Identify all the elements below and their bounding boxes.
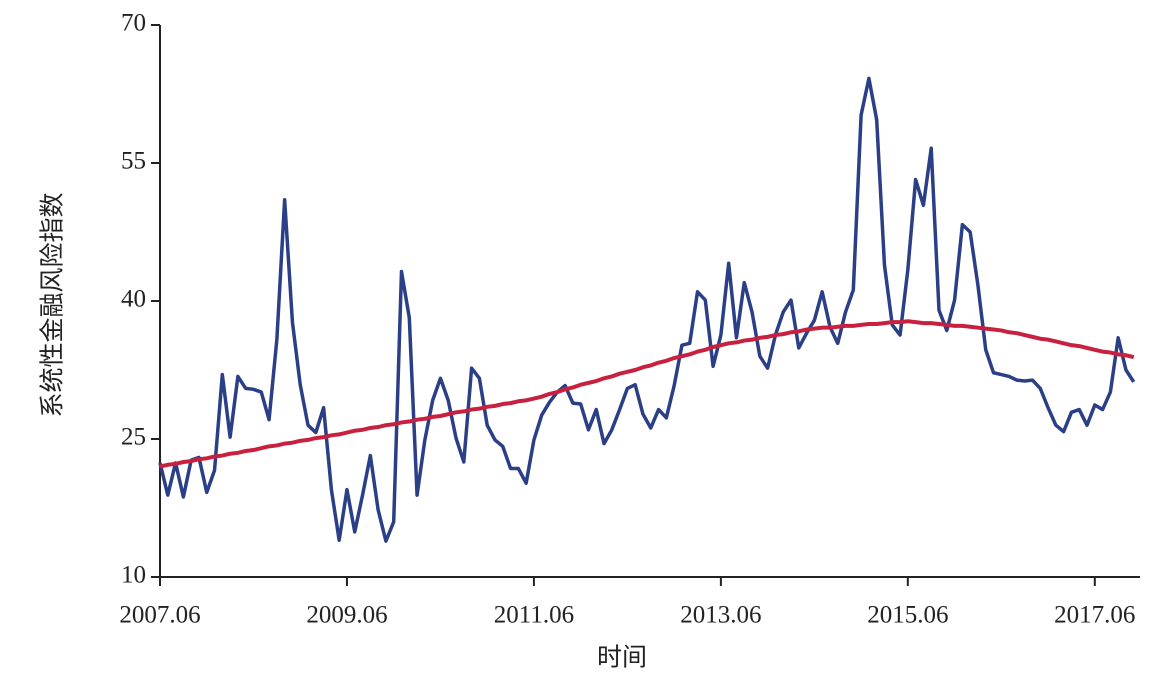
series-line	[159, 319, 1135, 469]
series-line	[158, 76, 1136, 543]
x-tick-label: 2013.06	[680, 602, 761, 629]
x-tick-label: 2015.06	[867, 602, 948, 629]
y-tick-label: 10	[121, 562, 146, 589]
x-tick-label: 2017.06	[1054, 602, 1135, 629]
x-tick-label: 2007.06	[119, 602, 200, 629]
y-tick-label: 40	[121, 286, 146, 313]
x-axis-label: 时间	[597, 644, 647, 672]
y-tick-label: 55	[121, 148, 146, 175]
y-tick-label: 25	[121, 424, 146, 451]
y-axis-label: 系统性金融风险指数	[39, 192, 67, 417]
x-tick-label: 2011.06	[494, 602, 574, 629]
x-tick-label: 2009.06	[306, 602, 387, 629]
y-tick-label: 70	[121, 10, 146, 37]
